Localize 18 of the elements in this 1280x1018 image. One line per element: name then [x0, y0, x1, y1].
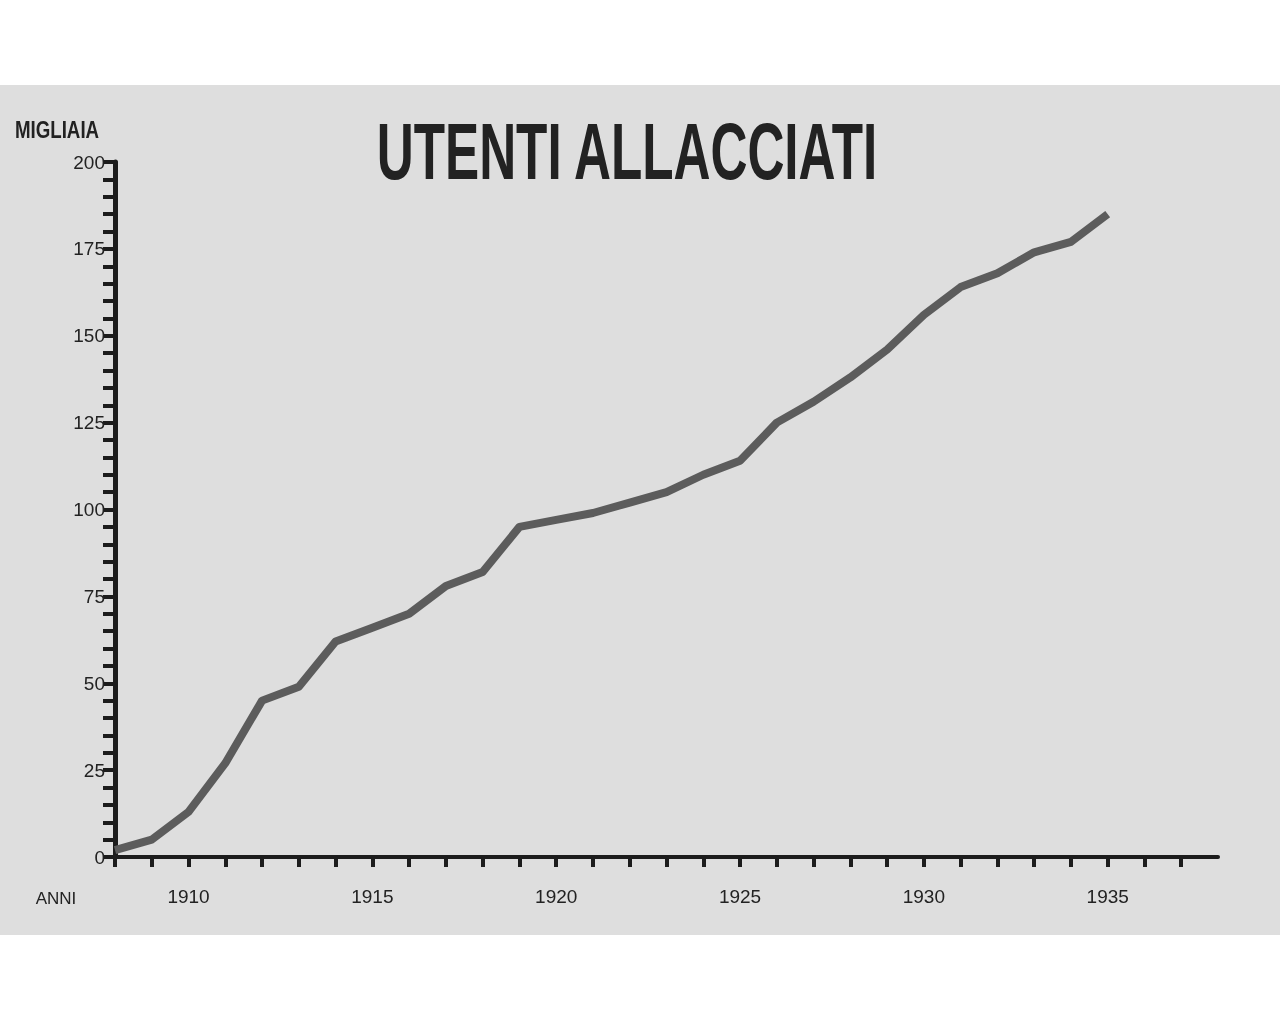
x-tick-label: 1910 — [167, 886, 210, 907]
x-tick-label: 1930 — [902, 886, 946, 907]
y-tick-label: 150 — [73, 325, 105, 347]
x-tick-label: 1920 — [535, 886, 578, 907]
y-tick-label: 0 — [94, 846, 105, 868]
x-tick-label: 1935 — [1086, 886, 1129, 907]
y-axis-title: MIGLIAIA — [14, 116, 100, 144]
y-tick-label: 75 — [83, 585, 105, 607]
y-tick-label: 50 — [83, 672, 105, 694]
y-tick-label: 100 — [73, 499, 105, 520]
y-tick-label: 125 — [73, 412, 105, 434]
x-tick-label: 1915 — [351, 886, 394, 907]
y-tick-label: 175 — [73, 238, 105, 260]
x-axis-title: ANNI — [35, 888, 77, 908]
chart-title: UTENTI ALLACCIATI — [376, 106, 878, 196]
y-tick-label: 25 — [83, 759, 105, 781]
y-tick-label: 200 — [73, 151, 105, 173]
x-tick-label: 1925 — [718, 886, 762, 907]
